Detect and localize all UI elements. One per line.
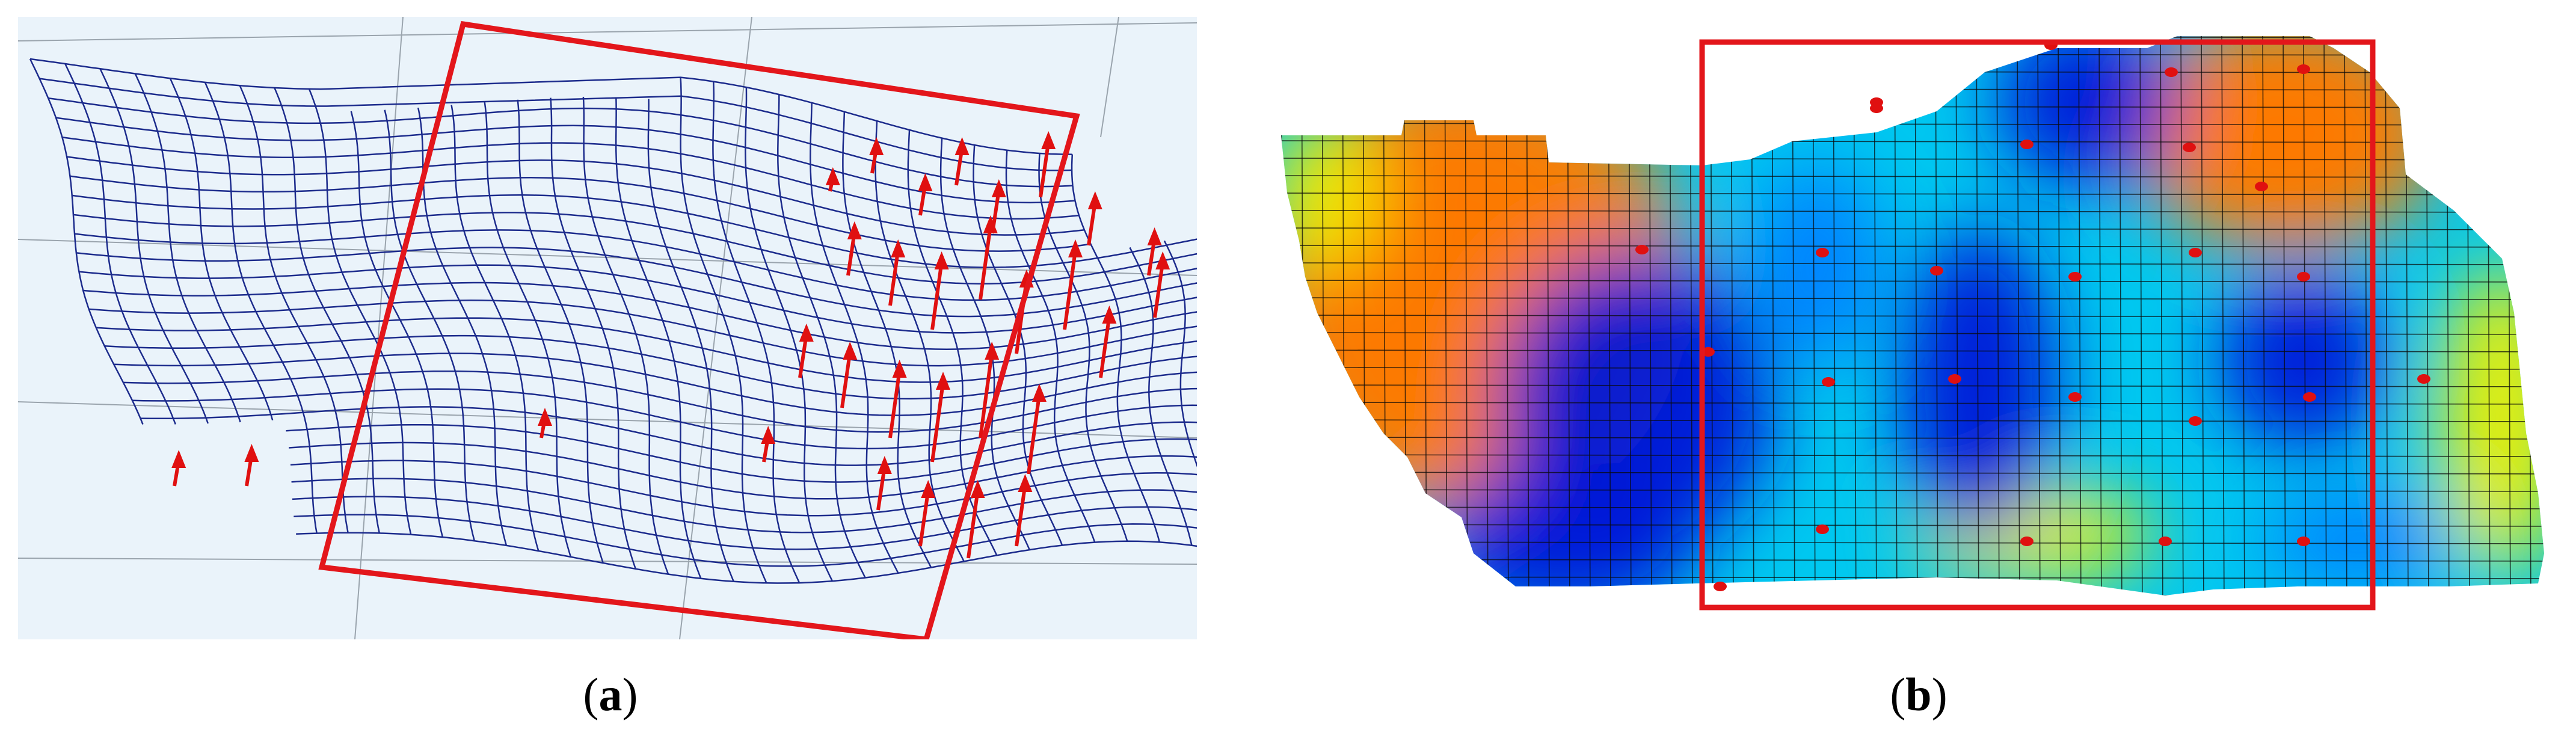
caption-a: (a) bbox=[583, 668, 638, 721]
panel-a-deformed-mesh bbox=[18, 17, 1197, 639]
node-marker bbox=[2183, 143, 2196, 152]
node-marker bbox=[1870, 103, 1883, 113]
node-marker bbox=[2417, 374, 2430, 384]
displacement-arrow bbox=[1015, 484, 1027, 547]
node-marker bbox=[1714, 582, 1727, 591]
deformed-mesh bbox=[29, 58, 1197, 584]
displacement-arrow bbox=[888, 370, 902, 438]
displacement-arrow bbox=[1099, 316, 1111, 378]
node-marker bbox=[2159, 537, 2172, 546]
displacement-arrows bbox=[171, 131, 1170, 559]
panel-a-canvas bbox=[18, 17, 1197, 639]
node-marker bbox=[2020, 537, 2033, 546]
contour-mesh-grid bbox=[1281, 36, 2544, 595]
node-markers bbox=[1635, 40, 2430, 591]
panel-b-canvas bbox=[1281, 36, 2544, 610]
node-marker bbox=[2020, 140, 2033, 149]
displacement-arrow bbox=[1039, 141, 1051, 198]
node-marker bbox=[1822, 377, 1835, 387]
node-marker bbox=[2297, 64, 2310, 74]
displacement-arrow bbox=[967, 490, 980, 559]
displacement-arrow bbox=[1063, 250, 1077, 330]
displacement-arrow bbox=[840, 352, 852, 408]
node-marker bbox=[1635, 245, 1649, 254]
background-grid-lines bbox=[18, 17, 1197, 639]
node-marker bbox=[1816, 524, 1829, 534]
displacement-arrow bbox=[1153, 262, 1165, 318]
contour-field bbox=[1281, 36, 2544, 595]
node-marker bbox=[1930, 266, 1943, 275]
node-marker bbox=[1948, 374, 1961, 384]
node-marker bbox=[1816, 248, 1829, 257]
node-marker bbox=[2068, 272, 2082, 281]
node-marker bbox=[2297, 272, 2310, 281]
panel-b-contour-plot bbox=[1275, 12, 2574, 650]
displacement-arrow bbox=[888, 250, 900, 306]
displacement-arrow bbox=[1027, 394, 1041, 475]
displacement-arrow bbox=[979, 226, 992, 300]
node-marker bbox=[2189, 416, 2202, 426]
node-marker bbox=[2068, 392, 2082, 402]
node-marker bbox=[2303, 392, 2316, 402]
displacement-arrow bbox=[979, 352, 994, 438]
caption-b: (b) bbox=[1890, 668, 1947, 721]
node-marker bbox=[2255, 182, 2268, 191]
node-marker bbox=[2189, 248, 2202, 257]
highlight-box-b bbox=[1699, 39, 2376, 610]
highlight-box-a bbox=[318, 20, 1080, 639]
displacement-arrow bbox=[930, 382, 945, 463]
displacement-arrow bbox=[930, 262, 944, 330]
node-marker bbox=[2165, 67, 2178, 77]
displacement-arrow bbox=[918, 490, 930, 547]
node-marker bbox=[2297, 537, 2310, 546]
